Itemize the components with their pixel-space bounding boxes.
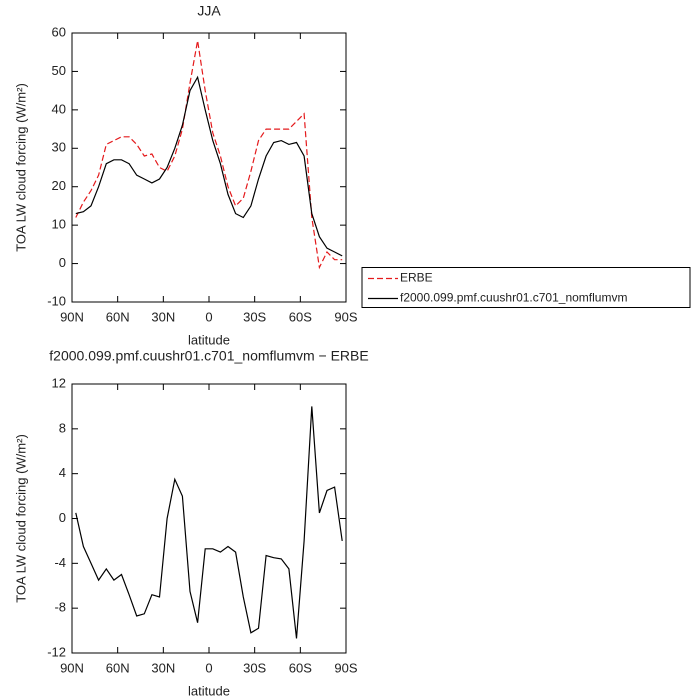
y-tick-label: 0 xyxy=(59,255,66,270)
chart-title: JJA xyxy=(197,3,221,19)
y-tick-label: 8 xyxy=(59,420,66,435)
data-line xyxy=(75,75,343,257)
y-axis-label: TOA LW cloud forcing (W/m²) xyxy=(13,83,28,252)
y-axis-label: TOA LW cloud forcing (W/m²) xyxy=(13,434,28,603)
y-tick-label: -8 xyxy=(54,600,66,615)
y-tick-label: 4 xyxy=(59,465,66,480)
x-tick-label: 30S xyxy=(243,309,266,324)
y-tick-label: 0 xyxy=(59,510,66,525)
x-tick-label: 90S xyxy=(334,309,357,324)
x-tick-label: 60S xyxy=(289,309,312,324)
x-axis-label: latitude xyxy=(188,332,230,347)
y-tick-label: 20 xyxy=(52,178,66,193)
chart-title: f2000.099.pmf.cuushr01.c701_nomflumvm − … xyxy=(49,348,368,364)
x-axis-label: latitude xyxy=(188,683,230,698)
x-tick-label: 60N xyxy=(106,660,130,675)
y-tick-label: 50 xyxy=(52,63,66,78)
x-tick-label: 0 xyxy=(205,660,212,675)
y-tick-label: 10 xyxy=(52,217,66,232)
data-line xyxy=(75,40,343,270)
x-tick-label: 30S xyxy=(243,660,266,675)
x-tick-label: 60N xyxy=(106,309,130,324)
legend-label: ERBE xyxy=(400,271,433,285)
x-tick-label: 90N xyxy=(60,309,84,324)
x-tick-label: 90S xyxy=(334,660,357,675)
y-tick-label: -10 xyxy=(47,293,66,308)
y-tick-label: -12 xyxy=(47,644,66,659)
y-tick-label: -4 xyxy=(54,555,66,570)
legend-label: f2000.099.pmf.cuushr01.c701_nomflumvm xyxy=(400,291,627,305)
data-line xyxy=(75,406,343,639)
plot-frame xyxy=(71,32,347,303)
y-tick-label: 60 xyxy=(52,24,66,39)
x-tick-label: 0 xyxy=(205,309,212,324)
y-tick-label: 30 xyxy=(52,140,66,155)
y-tick-label: 40 xyxy=(52,101,66,116)
x-tick-label: 30N xyxy=(151,660,175,675)
y-tick-label: 12 xyxy=(52,375,66,390)
legend-box xyxy=(361,267,691,308)
x-tick-label: 90N xyxy=(60,660,84,675)
x-tick-label: 30N xyxy=(151,309,175,324)
x-tick-label: 60S xyxy=(289,660,312,675)
